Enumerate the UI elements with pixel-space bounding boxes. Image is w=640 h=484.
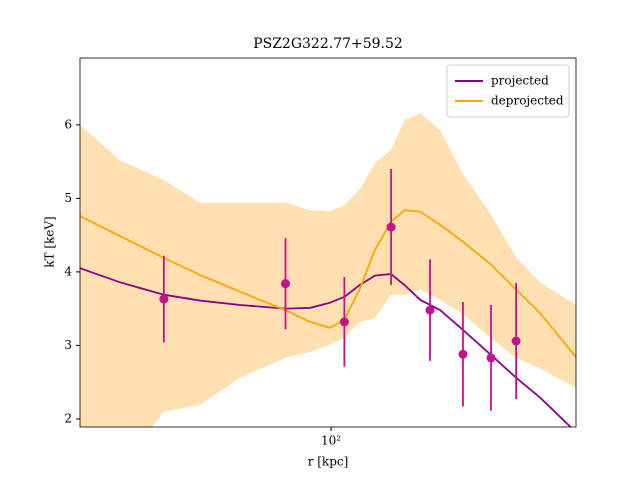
legend-label: deprojected [491, 94, 564, 108]
y-tick-label: 5 [64, 191, 72, 205]
y-tick-label: 6 [64, 117, 72, 131]
data-point [159, 294, 169, 304]
line-series [80, 209, 576, 358]
data-point [458, 349, 468, 359]
legend-box [446, 64, 570, 118]
chart-title: PSZ2G322.77+59.52 [253, 36, 403, 52]
data-point [281, 279, 291, 289]
data-point [339, 317, 349, 327]
x-tick-label: 10² [321, 434, 341, 448]
data-point [511, 336, 521, 346]
y-tick-label: 4 [64, 264, 72, 278]
y-axis-label: kT [keV] [43, 216, 57, 268]
data-point [386, 222, 396, 232]
axes-frame [79, 57, 577, 428]
y-tick-label: 2 [64, 411, 72, 425]
data-point [425, 305, 435, 315]
x-axis-label: r [kpc] [308, 455, 349, 469]
data-point [486, 353, 496, 363]
line-series [80, 267, 572, 427]
y-tick-label: 3 [64, 338, 72, 352]
legend-label: projected [491, 74, 549, 88]
error-band [80, 113, 576, 427]
plot-area [80, 113, 576, 427]
